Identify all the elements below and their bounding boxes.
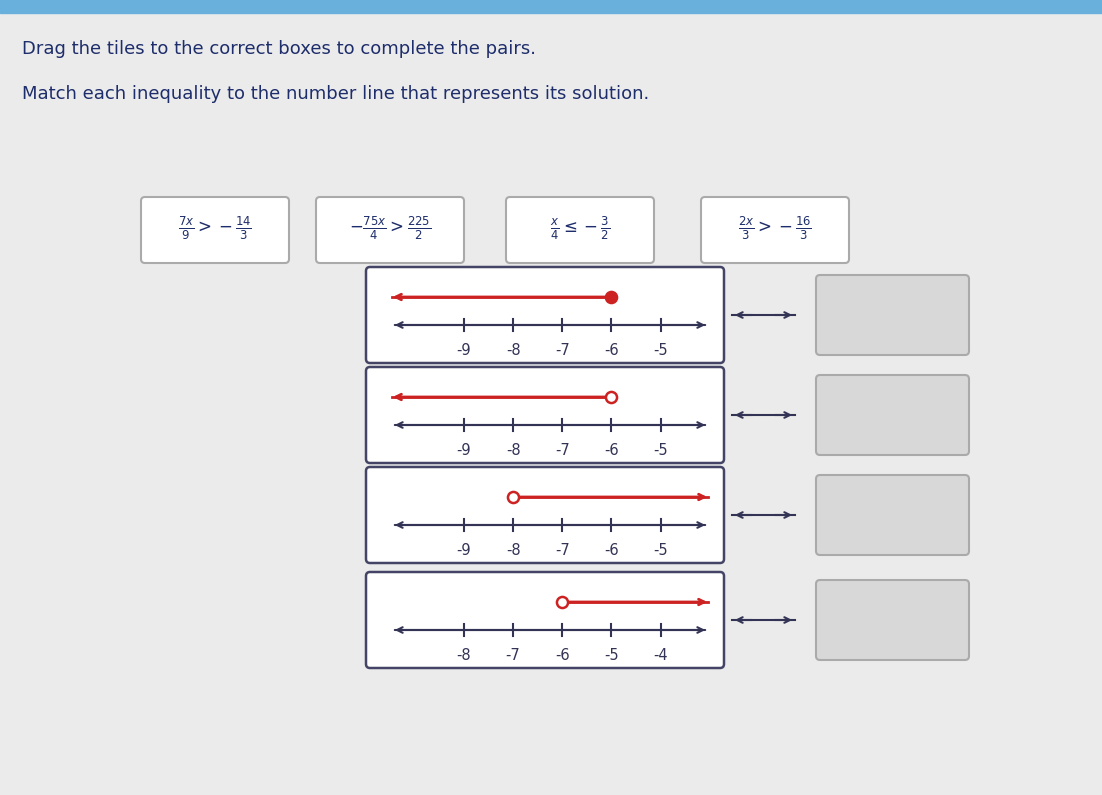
Text: -5: -5 <box>653 443 668 458</box>
Text: -7: -7 <box>555 443 570 458</box>
FancyBboxPatch shape <box>701 197 849 263</box>
Text: $\frac{x}{4} \leq -\frac{3}{2}$: $\frac{x}{4} \leq -\frac{3}{2}$ <box>550 215 611 242</box>
Text: -7: -7 <box>555 543 570 558</box>
Text: -8: -8 <box>506 343 520 358</box>
FancyBboxPatch shape <box>815 475 969 555</box>
Text: $-\frac{75x}{4} > \frac{225}{2}$: $-\frac{75x}{4} > \frac{225}{2}$ <box>349 215 431 242</box>
FancyBboxPatch shape <box>366 572 724 668</box>
Text: Drag the tiles to the correct boxes to complete the pairs.: Drag the tiles to the correct boxes to c… <box>22 40 536 58</box>
Text: -6: -6 <box>604 443 619 458</box>
Text: -9: -9 <box>456 343 472 358</box>
FancyBboxPatch shape <box>815 580 969 660</box>
Text: $\frac{2x}{3} > -\frac{16}{3}$: $\frac{2x}{3} > -\frac{16}{3}$ <box>738 215 812 242</box>
Text: -7: -7 <box>555 343 570 358</box>
FancyBboxPatch shape <box>366 267 724 363</box>
Text: -4: -4 <box>653 648 668 663</box>
FancyBboxPatch shape <box>141 197 289 263</box>
Text: -6: -6 <box>604 343 619 358</box>
FancyBboxPatch shape <box>815 375 969 455</box>
Text: -8: -8 <box>506 543 520 558</box>
Text: -9: -9 <box>456 443 472 458</box>
Text: -5: -5 <box>653 543 668 558</box>
Text: -5: -5 <box>604 648 619 663</box>
Bar <box>0 0 1102 13</box>
FancyBboxPatch shape <box>815 275 969 355</box>
Text: -6: -6 <box>555 648 570 663</box>
Text: -6: -6 <box>604 543 619 558</box>
Text: -7: -7 <box>506 648 520 663</box>
Text: Match each inequality to the number line that represents its solution.: Match each inequality to the number line… <box>22 85 649 103</box>
FancyBboxPatch shape <box>506 197 653 263</box>
Text: -8: -8 <box>456 648 472 663</box>
Text: $\frac{7x}{9} > -\frac{14}{3}$: $\frac{7x}{9} > -\frac{14}{3}$ <box>179 215 252 242</box>
FancyBboxPatch shape <box>366 367 724 463</box>
Text: -9: -9 <box>456 543 472 558</box>
Text: -8: -8 <box>506 443 520 458</box>
FancyBboxPatch shape <box>316 197 464 263</box>
FancyBboxPatch shape <box>366 467 724 563</box>
Text: -5: -5 <box>653 343 668 358</box>
